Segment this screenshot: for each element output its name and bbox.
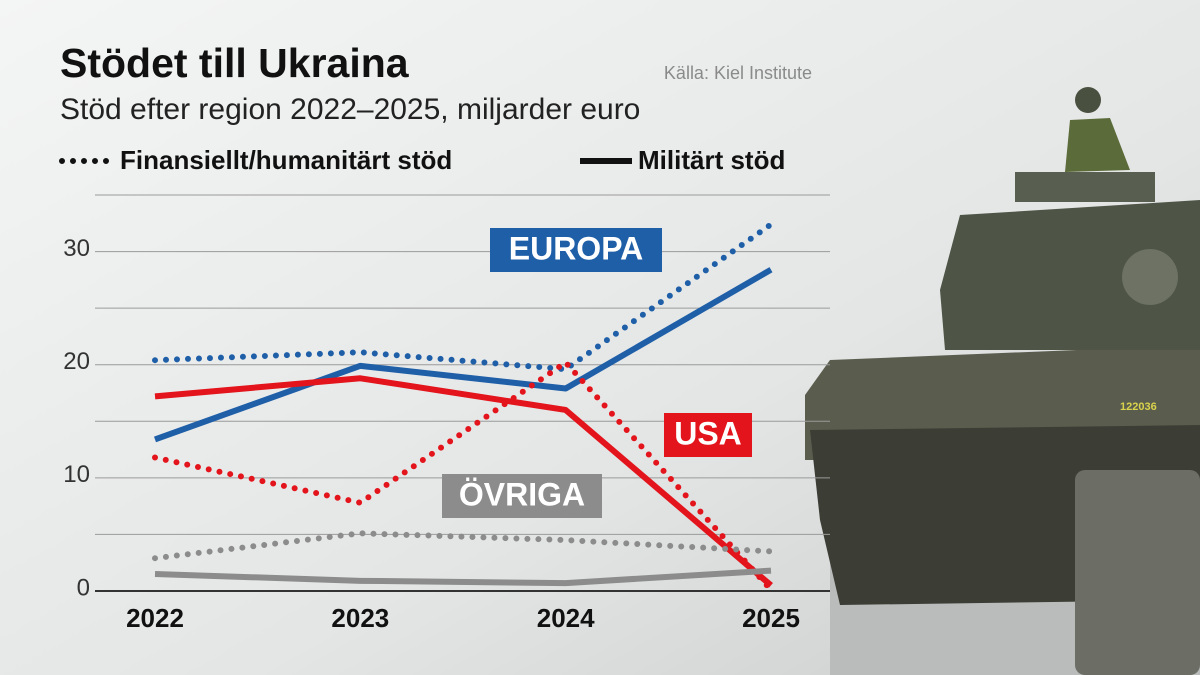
series-line: [152, 530, 774, 562]
y-tick-label: 20: [63, 348, 90, 375]
y-tick-label: 0: [77, 574, 90, 601]
y-tick-label: 30: [63, 235, 90, 262]
series-line: [154, 567, 772, 587]
x-tick-label: 2022: [126, 603, 184, 633]
tank-number: 122036: [1120, 401, 1157, 413]
region-label-box: [490, 228, 662, 272]
x-tick-label: 2025: [742, 603, 800, 633]
series-line: [154, 375, 773, 588]
legend-label: Finansiellt/humanitärt stöd: [120, 145, 452, 175]
region-label: ÖVRIGA: [459, 476, 585, 512]
x-tick-label: 2024: [537, 603, 595, 633]
tank-photo: 122036: [805, 87, 1200, 675]
chart-title: Stödet till Ukraina: [60, 40, 410, 86]
y-tick-label: 10: [63, 461, 90, 488]
series-line: [153, 267, 773, 443]
chart-subtitle: Stöd efter region 2022–2025, miljarder e…: [60, 93, 640, 126]
series-line: [152, 221, 774, 373]
region-label-box: [664, 413, 752, 457]
region-label-box: [442, 474, 602, 518]
region-label: EUROPA: [509, 230, 644, 266]
legend-label: Militärt stöd: [638, 145, 785, 175]
source: Källa: Kiel Institute: [664, 63, 812, 83]
x-tick-label: 2023: [331, 603, 389, 633]
region-label: USA: [674, 415, 742, 451]
